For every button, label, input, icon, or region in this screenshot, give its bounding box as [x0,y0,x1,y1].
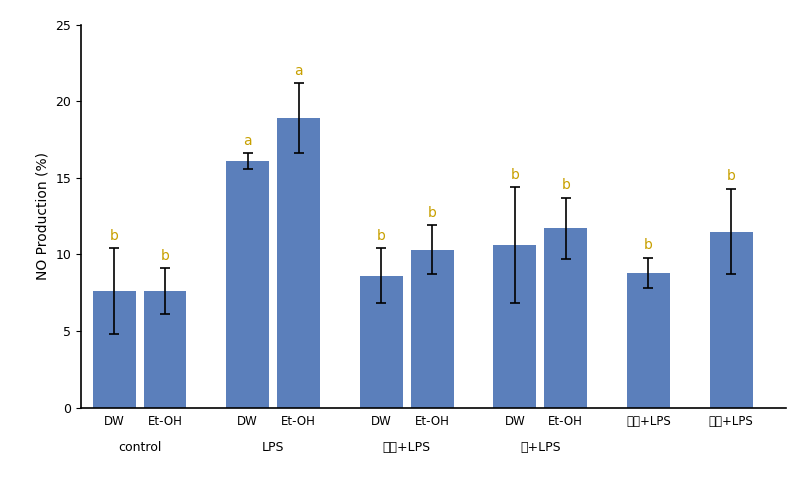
Bar [92,291,135,408]
Text: b: b [510,168,519,182]
Bar [277,118,320,408]
Bar [493,246,536,408]
Text: b: b [561,178,570,192]
Text: a: a [243,134,252,148]
Text: a: a [294,64,303,78]
Bar [710,232,752,408]
Text: b: b [377,229,386,243]
Text: 잎+LPS: 잎+LPS [520,441,561,454]
Text: b: b [160,249,169,263]
Bar [544,229,587,408]
Text: b: b [727,169,735,183]
Bar [627,273,670,408]
Bar [143,291,186,408]
Text: control: control [117,441,161,454]
Text: b: b [644,238,653,252]
Bar [226,161,269,408]
Text: 줄기+LPS: 줄기+LPS [382,441,431,454]
Text: b: b [428,206,437,220]
Bar [411,250,454,408]
Text: LPS: LPS [262,441,284,454]
Y-axis label: NO Production (%): NO Production (%) [36,152,50,280]
Text: b: b [109,229,118,243]
Bar [360,276,403,408]
